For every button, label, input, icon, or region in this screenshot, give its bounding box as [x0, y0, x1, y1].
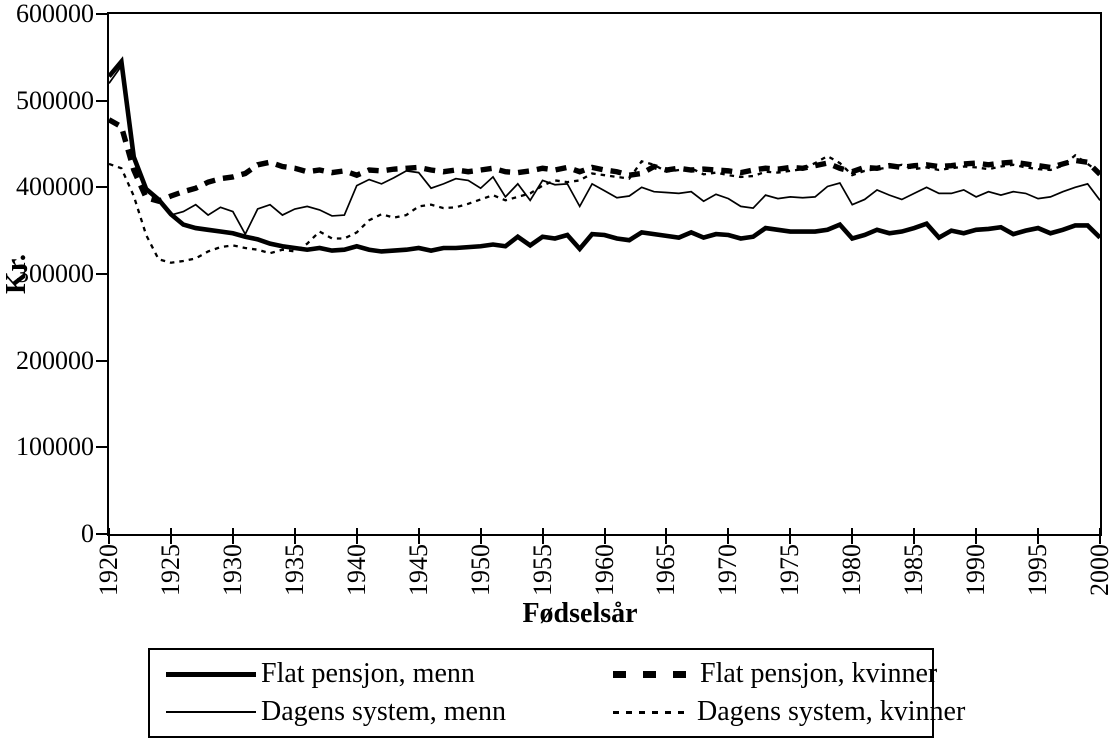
legend-item-label: Dagens system, kvinner — [697, 696, 966, 727]
x-tick-mark — [293, 528, 296, 544]
series-line-thick-solid — [109, 56, 1100, 254]
x-axis-label: Fødselsår — [522, 598, 638, 629]
x-tick-label: 1925 — [155, 544, 185, 596]
x-tick-mark — [541, 528, 544, 544]
plot-svg — [109, 56, 1100, 264]
x-tick-label: 1960 — [589, 544, 619, 596]
x-tick-label: 1980 — [837, 544, 867, 596]
x-tick-mark — [479, 528, 482, 544]
series-line-dotted — [109, 153, 1100, 264]
x-tick-label: 1995 — [1023, 544, 1053, 596]
y-tick-mark — [96, 273, 109, 275]
x-tick-mark — [1037, 528, 1040, 544]
legend-item-flat-pensjon-menn: Flat pensjon, menn — [166, 658, 613, 690]
dotted-line-swatch — [613, 710, 689, 714]
y-tick-label: 300000 — [16, 259, 94, 288]
x-tick-mark — [169, 528, 172, 544]
y-tick-mark — [96, 446, 109, 449]
series-line-thick-dashed — [109, 117, 1100, 205]
thick-dashed-line-swatch — [613, 670, 690, 678]
y-tick-label: 100000 — [16, 432, 94, 462]
x-tick-label: 1935 — [279, 544, 309, 596]
legend: Flat pensjon, menn Flat pensjon, kvinner… — [148, 648, 965, 738]
x-tick-mark — [789, 528, 792, 544]
x-tick-mark — [1099, 528, 1101, 544]
x-tick-mark — [727, 528, 730, 544]
x-tick-label: 1975 — [775, 544, 805, 596]
legend-item-label: Dagens system, menn — [261, 696, 506, 727]
legend-item-flat-pensjon-kvinner: Flat pensjon, kvinner — [613, 658, 965, 690]
y-tick-label: 200000 — [16, 345, 94, 375]
x-tick-label: 1920 — [94, 544, 123, 596]
thick-solid-line-swatch — [166, 671, 256, 677]
x-tick-label: 1965 — [651, 544, 681, 596]
x-tick-label: 1940 — [341, 544, 371, 596]
x-tick-mark — [355, 528, 358, 544]
y-tick-label: 0 — [81, 519, 94, 548]
x-tick-mark — [975, 528, 978, 544]
y-tick-mark — [96, 359, 109, 362]
y-tick-label: 600000 — [16, 0, 94, 28]
x-tick-mark — [913, 528, 916, 544]
x-tick-mark — [108, 528, 110, 544]
y-tick-mark — [96, 186, 109, 189]
x-tick-mark — [417, 528, 420, 544]
plot-area — [107, 12, 1102, 536]
x-tick-label: 1950 — [465, 544, 495, 596]
x-tick-mark — [603, 528, 606, 544]
x-tick-mark — [851, 528, 854, 544]
thin-solid-line-swatch — [166, 711, 256, 713]
x-tick-label: 2000 — [1085, 544, 1113, 596]
x-tick-label: 1945 — [403, 544, 433, 596]
y-tick-label: 500000 — [16, 85, 94, 115]
series-line-thin-solid — [109, 63, 1100, 236]
x-tick-label: 1990 — [961, 544, 991, 596]
y-tick-mark — [96, 99, 109, 102]
y-tick-mark — [96, 13, 109, 15]
y-tick-mark — [96, 533, 109, 535]
x-tick-label: 1955 — [527, 544, 557, 596]
x-tick-label: 1970 — [713, 544, 743, 596]
legend-item-label: Flat pensjon, menn — [261, 658, 475, 689]
y-tick-label: 400000 — [16, 172, 94, 202]
x-tick-label: 1985 — [899, 544, 929, 596]
legend-item-dagens-system-menn: Dagens system, menn — [166, 696, 613, 728]
legend-item-dagens-system-kvinner: Dagens system, kvinner — [613, 696, 965, 728]
x-tick-mark — [231, 528, 234, 544]
x-tick-label: 1930 — [217, 544, 247, 596]
x-tick-mark — [665, 528, 668, 544]
legend-item-label: Flat pensjon, kvinner — [700, 658, 938, 689]
